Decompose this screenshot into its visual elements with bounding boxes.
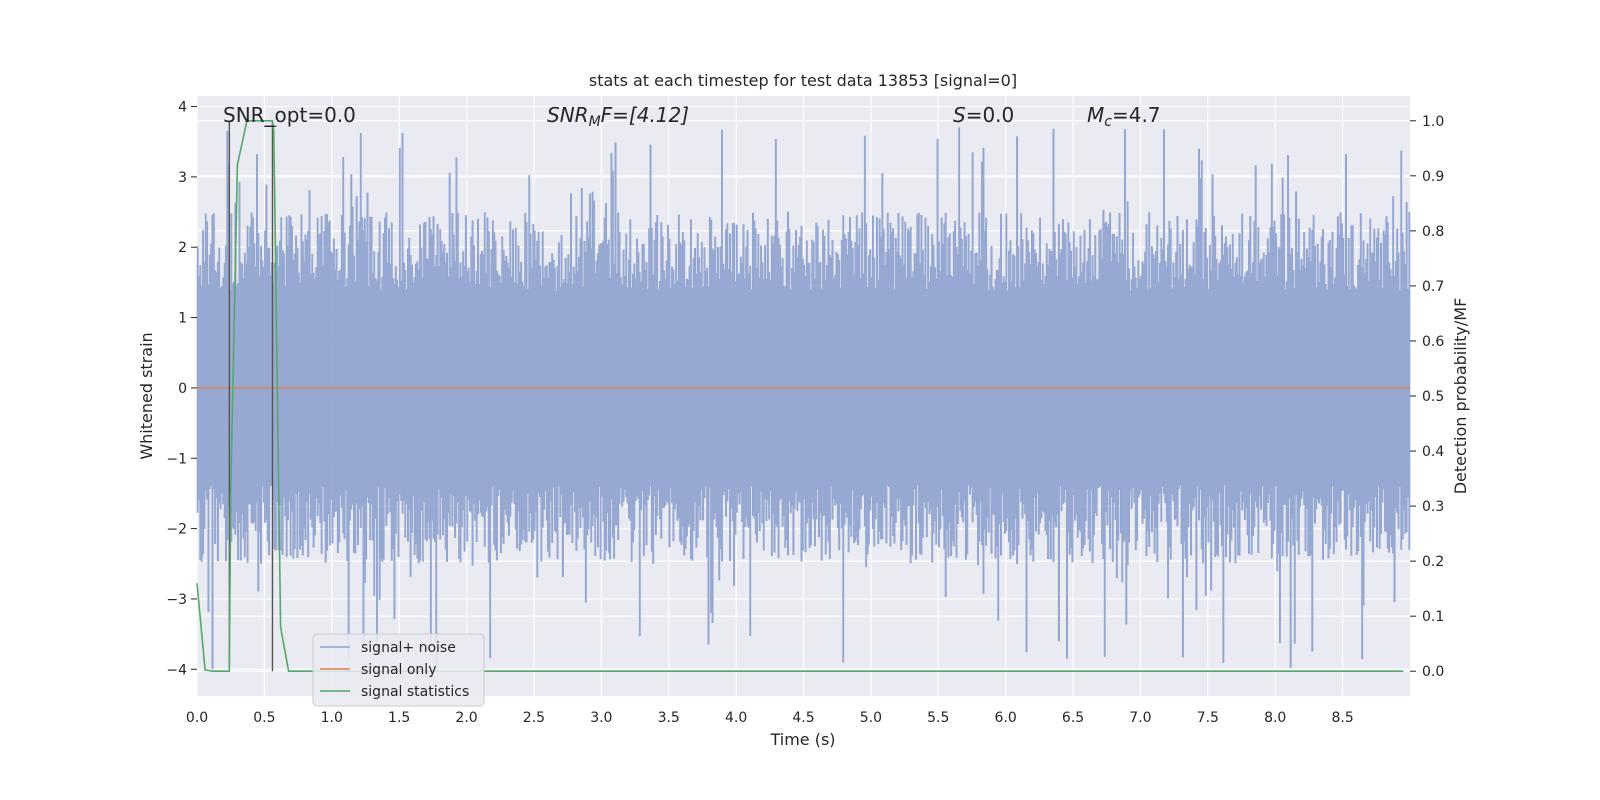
x-tick-label: 5.5 [927,710,949,726]
x-axis-label: Time (s) [769,730,835,749]
mc-sub: c [1104,114,1112,130]
x-tick-label: 5.0 [860,710,882,726]
y2-axis-label: Detection probability/MF [1451,298,1470,495]
y-axis-ticks: 4 3 2 1 0 −1 −2 −3 −4 [166,100,197,678]
y2-tick-label: 1.0 [1422,114,1444,130]
legend: signal+ noise signal only signal statist… [312,633,485,707]
mc-annotation: Mc=4.7 [1087,103,1161,130]
y-tick-label: −3 [166,592,187,608]
x-tick-label: 6.0 [995,710,1017,726]
mc-main: M [1087,103,1104,127]
y-tick-label: −4 [166,662,187,678]
snr-mf-main: SNR [547,103,589,127]
y-tick-label: 3 [178,170,187,186]
y-tick-label: 0 [178,381,187,397]
legend-label-signal-statistics: signal statistics [361,684,469,700]
y-tick-label: −2 [166,522,187,538]
x-tick-label: 6.5 [1062,710,1084,726]
x-tick-label: 1.0 [321,710,343,726]
signal-statistics-line [196,120,1404,673]
x-tick-label: 4.5 [792,710,814,726]
x-tick-label: 4.0 [725,710,747,726]
s-rest: =0.0 [966,103,1015,127]
x-axis-ticks: 0.0 0.5 1.0 1.5 2.0 2.5 3.0 3.5 4.0 4.5 5.0 5.5 6.0 6… [186,710,1354,726]
x-tick-label: 1.5 [388,710,410,726]
legend-box [312,633,485,707]
s-annotation: S=0.0 [953,103,1014,127]
y-tick-label: −1 [166,451,187,467]
x-tick-label: 7.0 [1129,710,1151,726]
y-tick-label: 1 [178,311,187,327]
signal-noise-series [196,127,1411,670]
y2-tick-label: 0.3 [1422,499,1444,515]
y2-tick-label: 0.5 [1422,389,1444,405]
y2-tick-label: 0.1 [1422,609,1444,625]
x-tick-label: 8.0 [1264,710,1286,726]
s-main: S [953,103,966,127]
chart-title: stats at each timestep for test data 138… [589,71,1017,90]
y-tick-label: 4 [178,100,187,116]
y2-tick-label: 0.7 [1422,279,1444,295]
y-tick-label: 2 [178,240,187,256]
y2-tick-label: 0.6 [1422,334,1444,350]
snr-mf-sub: M [589,114,601,130]
legend-label-signal-noise: signal+ noise [361,640,456,656]
y2-tick-label: 0.0 [1422,664,1444,680]
x-tick-label: 8.5 [1331,710,1353,726]
y2-tick-label: 0.2 [1422,554,1444,570]
y2-axis-ticks: 1.0 0.9 0.8 0.7 0.6 0.5 0.4 0.3 0.2 0.1 0.0 [1410,114,1444,680]
noise-band [196,127,1411,670]
snr-mf-rest: F=[4.12] [601,103,689,127]
x-tick-label: 2.0 [455,710,477,726]
snr-mf-annotation: SNRMF=[4.12] [547,103,689,130]
mc-rest: =4.7 [1112,103,1161,127]
x-tick-label: 0.0 [186,710,208,726]
y2-tick-label: 0.9 [1422,169,1444,185]
y-axis-label: Whitened strain [137,332,156,459]
x-tick-label: 3.5 [658,710,680,726]
legend-label-signal-only: signal only [361,662,436,678]
x-tick-label: 7.5 [1197,710,1219,726]
x-tick-label: 0.5 [253,710,275,726]
x-tick-label: 3.0 [590,710,612,726]
snr-opt-annotation: SNR_opt=0.0 [223,103,356,127]
x-tick-label: 2.5 [523,710,545,726]
y2-tick-label: 0.4 [1422,444,1444,460]
y2-tick-label: 0.8 [1422,224,1444,240]
